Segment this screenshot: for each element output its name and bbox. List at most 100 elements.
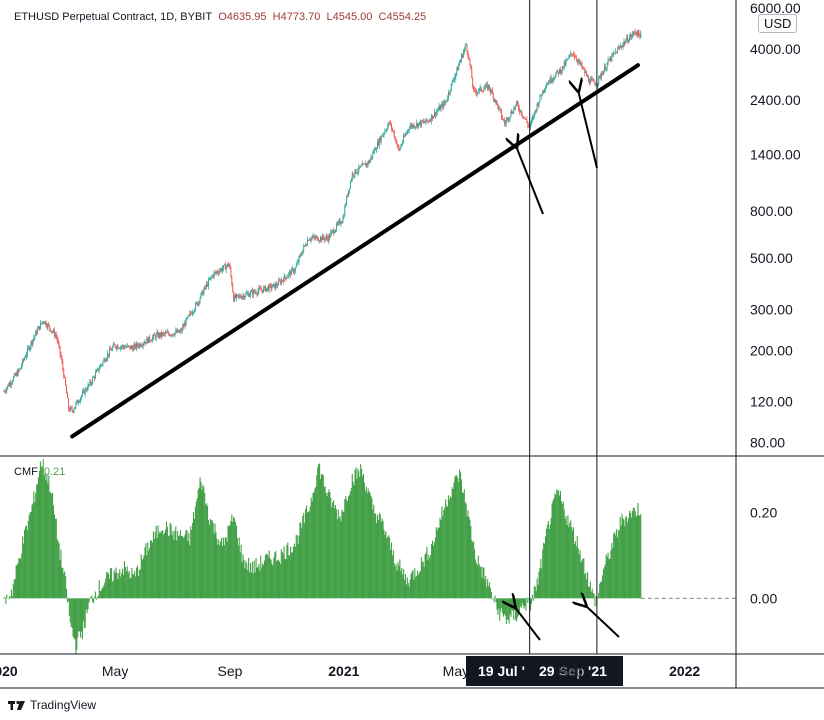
cmf-bar xyxy=(339,515,341,599)
candle xyxy=(18,369,20,371)
cmf-bar xyxy=(453,482,455,599)
cmf-bar xyxy=(197,489,199,599)
candle xyxy=(415,126,417,127)
candle xyxy=(598,76,600,84)
candle xyxy=(128,345,130,347)
cmf-bar xyxy=(558,495,561,599)
cmf-bar xyxy=(394,566,396,599)
candle xyxy=(491,90,493,94)
cmf-bar xyxy=(58,543,60,599)
cmf-bar xyxy=(228,526,230,599)
cmf-bar xyxy=(146,555,148,599)
cmf-bar xyxy=(550,518,552,599)
cmf-bar xyxy=(295,534,297,599)
brand[interactable]: TradingView xyxy=(8,698,96,712)
candle xyxy=(324,238,326,240)
cmf-bar xyxy=(264,555,266,599)
cmf-bar xyxy=(602,569,604,599)
cmf-bar xyxy=(115,567,117,599)
cmf-bar xyxy=(593,594,595,599)
cmf-bar xyxy=(594,598,596,607)
cmf-bar xyxy=(466,516,468,599)
candle xyxy=(327,238,329,242)
cmf-bar xyxy=(626,516,628,599)
candle xyxy=(75,402,77,407)
cmf-bar xyxy=(485,575,487,599)
candle xyxy=(486,84,488,86)
candle xyxy=(530,123,532,128)
candle xyxy=(387,125,389,130)
cmf-bar xyxy=(246,563,248,599)
cmf-bar xyxy=(343,511,345,599)
cmf-bar xyxy=(16,564,18,599)
cmf-bar xyxy=(184,534,186,599)
cmf-bar xyxy=(386,538,388,599)
candle xyxy=(473,86,475,90)
candle xyxy=(211,275,213,277)
candle xyxy=(465,44,467,46)
cmf-bar xyxy=(508,598,510,624)
cmf-bar xyxy=(330,497,332,599)
cmf-bar xyxy=(521,598,523,603)
candle xyxy=(80,397,82,402)
cmf-bar xyxy=(403,579,406,599)
candle xyxy=(408,128,410,130)
cmf-bar xyxy=(640,514,642,599)
candle xyxy=(562,66,564,68)
cmf-bar xyxy=(78,598,80,632)
cmf-bar xyxy=(8,598,10,600)
candle xyxy=(166,332,167,334)
candle xyxy=(628,40,630,43)
candle xyxy=(639,34,641,38)
candle xyxy=(205,286,207,287)
candle xyxy=(185,318,187,326)
candle xyxy=(429,120,431,122)
candle xyxy=(471,68,473,79)
cmf-bar xyxy=(544,536,547,599)
cmf-bar xyxy=(25,525,27,599)
candle xyxy=(279,280,281,284)
cmf-bar xyxy=(344,499,346,599)
cmf-bar xyxy=(285,559,287,599)
candle xyxy=(238,295,240,297)
cmf-bar xyxy=(284,559,286,599)
candle xyxy=(566,59,568,61)
cmf-bar xyxy=(99,591,101,599)
candle xyxy=(599,75,601,77)
cmf-bar xyxy=(615,535,617,599)
candle xyxy=(276,284,278,286)
candle xyxy=(228,264,230,267)
cmf-bar xyxy=(407,582,409,599)
time-tick-label: 2020 xyxy=(0,663,18,679)
candle xyxy=(147,338,149,343)
candle xyxy=(603,66,605,72)
candle xyxy=(164,333,166,335)
cmf-bar xyxy=(129,578,131,599)
cmf-bar xyxy=(145,543,147,599)
cmf-bar xyxy=(461,492,463,599)
cmf-bar xyxy=(291,552,293,599)
cmf-bar xyxy=(174,530,176,599)
candle xyxy=(630,34,631,38)
candle xyxy=(442,103,444,108)
candle xyxy=(196,302,198,306)
cmf-bar xyxy=(629,510,631,599)
candle xyxy=(414,126,416,128)
cmf-bar xyxy=(294,546,296,599)
cmf-bar xyxy=(559,490,562,599)
cmf-bar xyxy=(192,511,195,599)
candle xyxy=(495,100,497,103)
currency-selector[interactable]: USD xyxy=(758,14,798,33)
candle xyxy=(65,377,67,386)
cmf-bar xyxy=(170,524,172,599)
candle xyxy=(638,30,640,35)
cmf-bar xyxy=(153,539,155,599)
cmf-bar xyxy=(53,514,55,599)
cmf-bar xyxy=(567,515,569,599)
candle xyxy=(565,60,567,65)
candle xyxy=(315,236,317,239)
candle xyxy=(120,346,122,349)
candle xyxy=(399,148,401,151)
cmf-bar xyxy=(333,508,336,599)
